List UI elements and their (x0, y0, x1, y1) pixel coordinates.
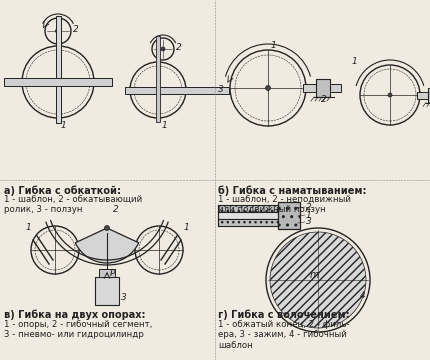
Bar (156, 36, 160, 122)
Text: 1: 1 (271, 40, 277, 49)
Text: 3: 3 (218, 85, 224, 94)
Text: 3: 3 (121, 292, 127, 302)
Text: 1: 1 (162, 121, 168, 130)
Bar (4, 78, 112, 86)
Text: 1 - шаблон, 2 - обкатывающий
ролик, 3 - ползун: 1 - шаблон, 2 - обкатывающий ролик, 3 - … (4, 195, 142, 215)
Circle shape (360, 65, 420, 125)
Circle shape (45, 18, 71, 44)
Text: 2: 2 (321, 95, 327, 104)
Text: 1: 1 (184, 224, 190, 233)
Text: m: m (309, 270, 319, 280)
Bar (218, 205, 298, 212)
Circle shape (31, 226, 79, 274)
Text: P: P (110, 269, 115, 278)
Bar (55, 16, 61, 123)
Text: в) Гибка на двух опорах:: в) Гибка на двух опорах: (4, 310, 145, 320)
Text: 1: 1 (352, 57, 358, 66)
Text: 1 - опоры, 2 - гибочный сегмент,
3 - пневмо- или гидроцилиндр: 1 - опоры, 2 - гибочный сегмент, 3 - пне… (4, 320, 152, 339)
Bar (218, 212, 298, 219)
Text: 1 - обжатый конец, 2 - филь-
ера, 3 - зажим, 4 - гибочный
шаблон: 1 - обжатый конец, 2 - филь- ера, 3 - за… (218, 320, 350, 350)
Text: г) Гибка с волочением:: г) Гибка с волочением: (218, 310, 350, 320)
Text: 1: 1 (61, 121, 67, 130)
Circle shape (270, 232, 366, 328)
Circle shape (161, 47, 165, 51)
Circle shape (55, 28, 61, 33)
Text: а) Гибка с обкаткой:: а) Гибка с обкаткой: (4, 185, 121, 195)
Bar (303, 84, 341, 92)
Circle shape (135, 226, 183, 274)
Bar (95, 277, 119, 305)
Text: 2: 2 (306, 202, 312, 211)
Wedge shape (75, 228, 139, 263)
Circle shape (152, 38, 174, 60)
Bar (125, 86, 229, 94)
Text: 3: 3 (306, 217, 312, 226)
Bar (278, 202, 300, 229)
Bar (316, 79, 330, 97)
Circle shape (22, 46, 94, 118)
Text: б) Гибка с наматыванием:: б) Гибка с наматыванием: (218, 185, 366, 195)
Circle shape (130, 62, 186, 118)
Circle shape (104, 225, 110, 230)
Circle shape (388, 93, 392, 97)
Bar (428, 87, 430, 103)
Text: 1: 1 (26, 224, 32, 233)
Bar (99, 269, 115, 277)
Bar (218, 219, 298, 226)
Text: 2: 2 (73, 24, 79, 33)
Text: 4: 4 (360, 291, 366, 300)
Bar (417, 91, 430, 99)
Text: 1: 1 (306, 211, 312, 220)
Text: 2: 2 (176, 42, 182, 51)
Circle shape (265, 85, 270, 90)
Text: 2: 2 (113, 206, 119, 215)
Circle shape (230, 50, 306, 126)
Text: 1 - шаблон, 2 - неподвижный
или подвижный ползун: 1 - шаблон, 2 - неподвижный или подвижны… (218, 195, 351, 215)
